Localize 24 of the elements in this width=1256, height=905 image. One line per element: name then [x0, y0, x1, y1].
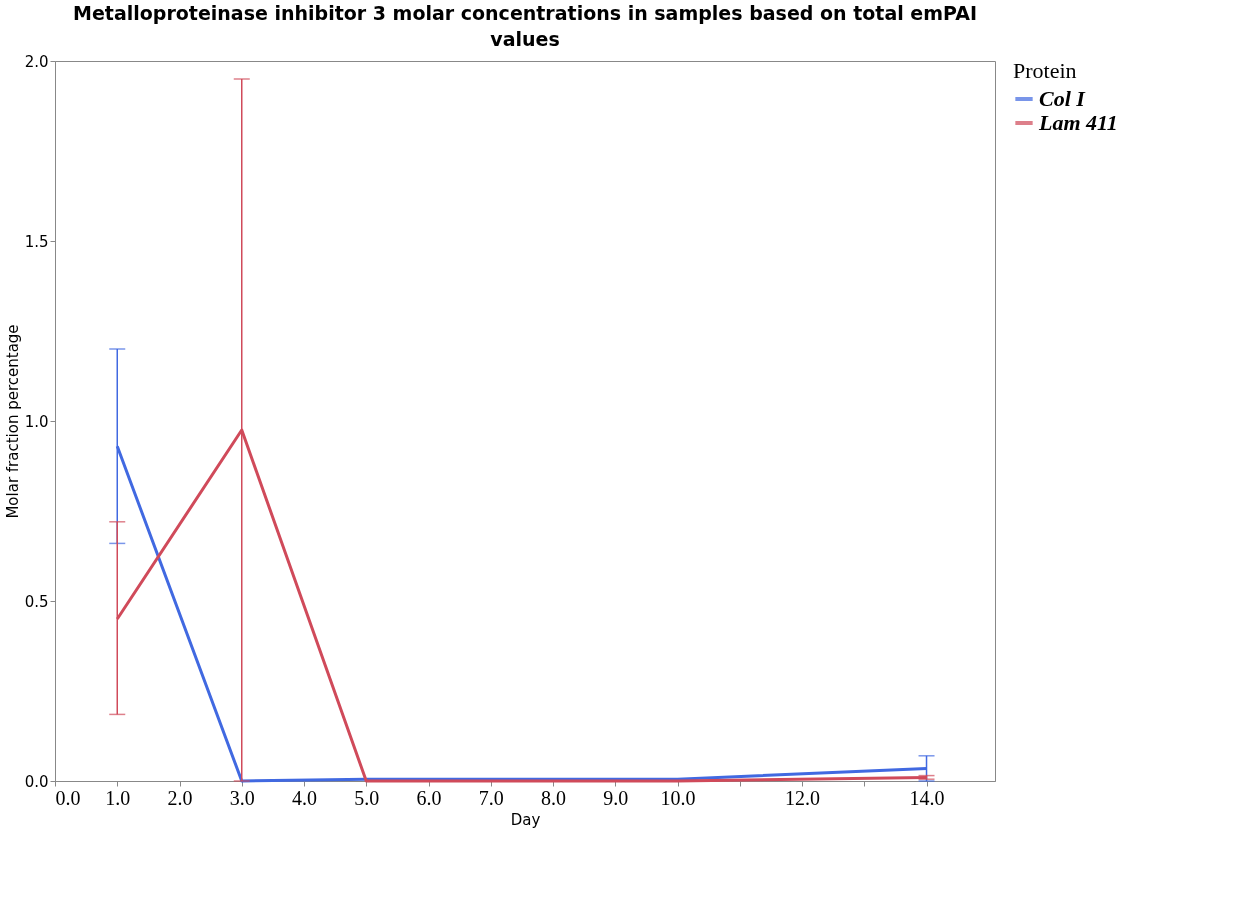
legend-label: Lam 411	[1038, 110, 1118, 135]
legend-label: Col I	[1039, 86, 1087, 111]
x-tick-label: 4.0	[292, 786, 318, 809]
x-tick-label: 9.0	[603, 786, 629, 809]
x-tick-label: 12.0	[785, 786, 821, 809]
x-tick-label: 7.0	[478, 786, 504, 809]
y-tick-label: 1.5	[24, 232, 49, 251]
y-tick-label: 0.5	[24, 592, 49, 611]
x-tick-label: 14.0	[909, 786, 945, 809]
x-tick-label: 2.0	[167, 786, 193, 809]
y-tick-label: 1.0	[24, 412, 49, 431]
x-axis-title: Day	[510, 810, 541, 829]
x-tick-label: 5.0	[354, 786, 380, 809]
legend-title: Protein	[1013, 58, 1077, 83]
x-tick-label: 6.0	[416, 786, 442, 809]
x-tick-label: 10.0	[660, 786, 696, 809]
y-axis-title: Molar fraction percentage	[3, 324, 22, 519]
x-tick-label: 3.0	[229, 786, 255, 809]
y-tick-label: 0.0	[24, 772, 49, 791]
x-tick-label: 8.0	[541, 786, 567, 809]
x-tick-label: 1.0	[105, 786, 131, 809]
chart-title: Metalloproteinase inhibitor 3 molar concentrations in samples based on total emPAI values	[73, 2, 977, 50]
x-tick-label: 0.0	[55, 786, 81, 809]
y-tick-label: 2.0	[24, 52, 49, 71]
